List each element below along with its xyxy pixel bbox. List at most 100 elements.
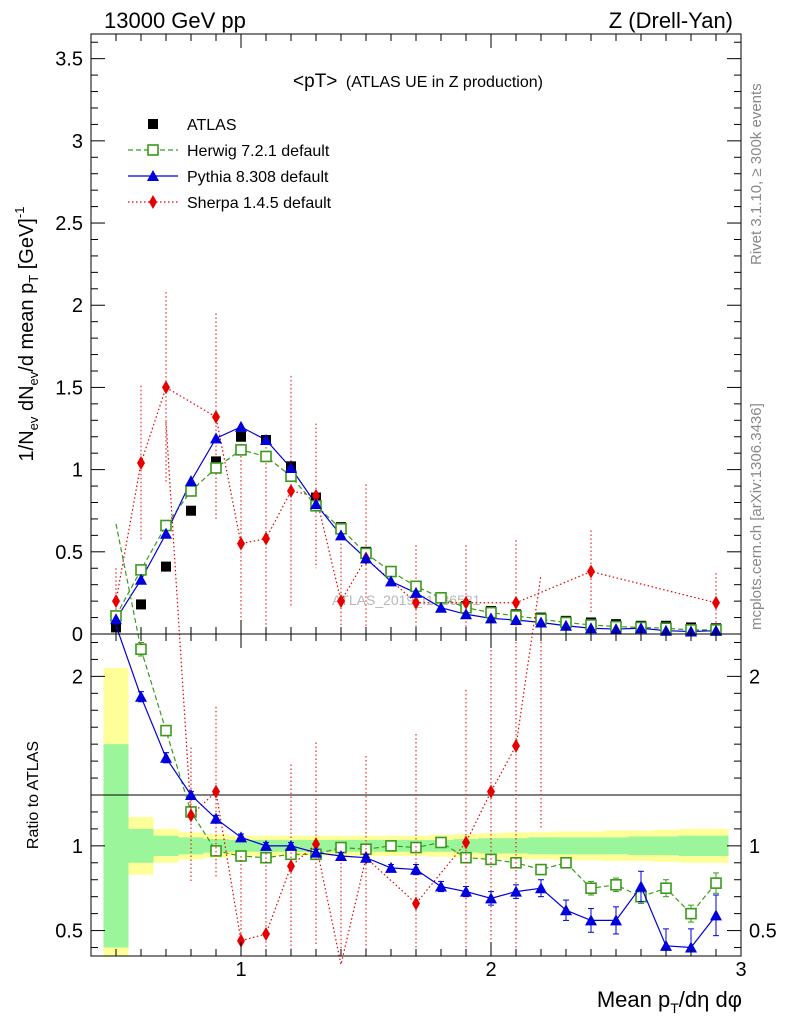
ratio-band-inner xyxy=(653,836,679,856)
sherpa-ratio-point xyxy=(237,933,245,948)
pythia-ratio-point xyxy=(160,751,172,763)
sherpa-point xyxy=(337,594,345,609)
pythia-point xyxy=(260,434,272,446)
y-tick-label: 3 xyxy=(72,131,83,153)
ratio-band-inner xyxy=(228,839,254,852)
pythia-ratio-point xyxy=(660,939,672,951)
y-tick-label: 0.5 xyxy=(55,542,83,564)
y-tick-label: 1.5 xyxy=(55,377,83,399)
sherpa-ratio-point xyxy=(312,837,320,852)
sherpa-ratio-point xyxy=(412,896,420,911)
ratio-band-inner xyxy=(603,837,629,855)
sherpa-point xyxy=(712,595,720,610)
x-axis-label: Mean pT/dη dφ xyxy=(597,987,742,1016)
ratio-band-inner xyxy=(578,837,604,855)
pythia-ratio-point xyxy=(460,885,472,897)
herwig-point xyxy=(235,444,247,456)
pythia-point xyxy=(135,573,147,585)
legend-label: Herwig 7.2.1 default xyxy=(187,143,330,160)
pythia-point xyxy=(385,575,397,587)
pythia-point xyxy=(485,612,497,624)
herwig-ratio-point xyxy=(535,863,547,876)
sherpa-point xyxy=(312,488,320,503)
sherpa-point xyxy=(587,564,595,579)
ratio-tick-label-right: 2 xyxy=(749,666,760,688)
herwig-ratio-point xyxy=(660,882,672,895)
legend-sherpa-marker xyxy=(149,195,157,209)
atlas-point xyxy=(161,561,171,572)
sherpa-point xyxy=(137,456,145,471)
y-tick-label: 2 xyxy=(72,295,83,317)
sherpa-point xyxy=(287,483,295,498)
herwig-point xyxy=(185,485,197,497)
ratio-band-inner xyxy=(503,838,529,854)
ratio-band-inner xyxy=(478,838,504,854)
pythia-ratio-point xyxy=(510,885,522,897)
y-tick-label: 0 xyxy=(72,624,83,646)
herwig-point xyxy=(260,450,272,463)
herwig-ratio-point xyxy=(435,836,447,849)
pythia-point xyxy=(160,527,172,539)
sherpa-point xyxy=(162,380,170,395)
legend-herwig-marker xyxy=(147,144,159,156)
pythia-ratio-point xyxy=(385,861,397,873)
atlas-point xyxy=(211,456,221,467)
y-tick-label: 1 xyxy=(72,460,83,482)
pythia-point xyxy=(510,614,522,626)
mcplots-label: mcplots.cern.ch [arXiv:1306.3436] xyxy=(748,403,765,630)
main-panel: ATLAS_2019_I1736531 0 0.5 1 1.5 2 2.5 3 3.5 <pT… xyxy=(12,33,742,646)
ratio-band-inner xyxy=(703,835,729,857)
sherpa-ratio-point xyxy=(512,738,520,753)
herwig-ratio-point xyxy=(560,856,572,869)
pythia-point xyxy=(460,608,472,620)
pythia-ratio-point xyxy=(260,839,272,851)
pythia-point xyxy=(235,420,247,432)
pythia-ratio-point xyxy=(410,863,422,875)
sherpa-point xyxy=(262,531,270,546)
pythia-ratio-point xyxy=(210,812,222,824)
sherpa-ratio-point xyxy=(262,926,270,941)
ratio-band-inner xyxy=(628,836,654,856)
x-tick-label: 1 xyxy=(235,959,246,981)
legend-label: Sherpa 1.4.5 default xyxy=(187,195,332,212)
herwig-ratio-point xyxy=(135,643,147,656)
pythia-ratio-point xyxy=(535,882,547,894)
chart-title: <pT> (ATLAS UE in Z production) xyxy=(293,71,543,92)
sherpa-ratio-point xyxy=(287,859,295,874)
sherpa-ratio-point xyxy=(212,784,220,799)
ratio-tick-label: 1 xyxy=(72,836,83,858)
y-tick-label: 3.5 xyxy=(55,49,83,71)
herwig-ratio-point xyxy=(585,882,597,895)
pythia-point xyxy=(335,529,347,541)
ratio-band-inner xyxy=(153,835,179,857)
pythia-point xyxy=(560,619,572,631)
ratio-band-inner xyxy=(528,837,554,855)
pythia-ratio-point xyxy=(610,914,622,926)
pythia-ratio-point xyxy=(560,904,572,916)
herwig-ratio-point xyxy=(385,840,397,852)
sherpa-point xyxy=(412,595,420,610)
legend-atlas-marker xyxy=(148,119,158,129)
herwig-ratio-point xyxy=(610,879,622,891)
watermark: ATLAS_2019_I1736531 xyxy=(332,592,481,608)
pythia-ratio-point xyxy=(710,909,722,921)
pythia-ratio-point xyxy=(285,839,297,851)
ratio-band-inner xyxy=(678,835,704,857)
sherpa-point xyxy=(462,595,470,610)
chart-title-main: <pT> xyxy=(293,71,337,92)
pythia-ratio-point xyxy=(360,851,372,863)
atlas-point xyxy=(136,599,146,610)
ratio-band-inner xyxy=(553,837,579,855)
legend: ATLAS Herwig 7.2.1 default Pythia 8.308 de… xyxy=(128,117,332,212)
herwig-point xyxy=(135,564,147,576)
pythia-point xyxy=(410,586,422,598)
sherpa-ratio-line xyxy=(165,422,542,965)
x-tick-label: 2 xyxy=(485,959,496,981)
ratio-y-label: Ratio to ATLAS xyxy=(25,741,42,849)
pythia-point xyxy=(210,432,222,444)
ratio-tick-label: 0.5 xyxy=(55,921,83,943)
header-right: Z (Drell-Yan) xyxy=(609,8,733,33)
herwig-ratio-point xyxy=(685,907,697,920)
ratio-tick-label-right: 1 xyxy=(749,836,760,858)
